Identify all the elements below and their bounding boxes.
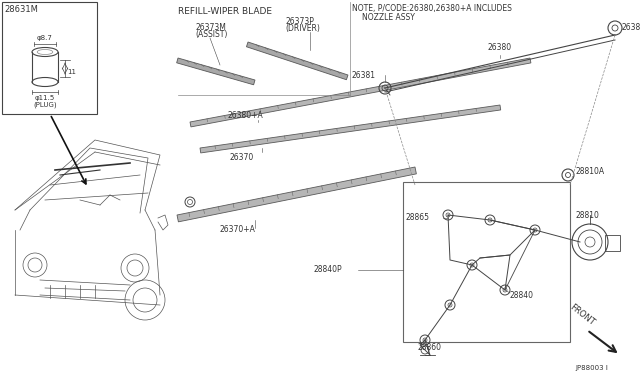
Polygon shape [200,105,500,153]
Text: 26373P: 26373P [285,17,314,26]
Text: FRONT: FRONT [568,302,596,327]
Text: 26373M: 26373M [195,23,226,32]
Text: 26381: 26381 [622,23,640,32]
Text: 28810A: 28810A [575,167,604,176]
Bar [605,235,620,251]
Text: 28865: 28865 [405,214,429,222]
Polygon shape [246,42,348,80]
Polygon shape [177,58,255,85]
Text: 28840: 28840 [510,291,534,299]
Text: JP88003 I: JP88003 I [575,365,608,371]
Text: 26370+A: 26370+A [220,225,256,234]
Text: 28840P: 28840P [313,266,342,275]
Text: (PLUG): (PLUG) [33,102,57,109]
Text: φ8.7: φ8.7 [37,35,53,41]
Text: φ11.5: φ11.5 [35,95,55,101]
Text: 26380+A: 26380+A [228,110,264,119]
Bar [403,182,570,342]
Text: 26381: 26381 [352,71,376,80]
Polygon shape [177,167,417,222]
Bar [2,2,97,114]
Text: 26370: 26370 [230,154,254,163]
Text: 11: 11 [67,68,76,74]
Text: NOZZLE ASSY: NOZZLE ASSY [362,13,415,22]
Text: 28860: 28860 [418,343,442,353]
Text: 28631M: 28631M [4,6,38,15]
Text: (DRIVER): (DRIVER) [285,25,320,33]
Text: REFILL-WIPER BLADE: REFILL-WIPER BLADE [178,7,272,16]
Polygon shape [190,58,531,127]
Text: (ASSIST): (ASSIST) [195,31,227,39]
Text: 28810: 28810 [575,211,599,219]
Text: 26380: 26380 [488,44,512,52]
Text: NOTE, P/CODE:26380,26380+A INCLUDES: NOTE, P/CODE:26380,26380+A INCLUDES [352,4,512,13]
